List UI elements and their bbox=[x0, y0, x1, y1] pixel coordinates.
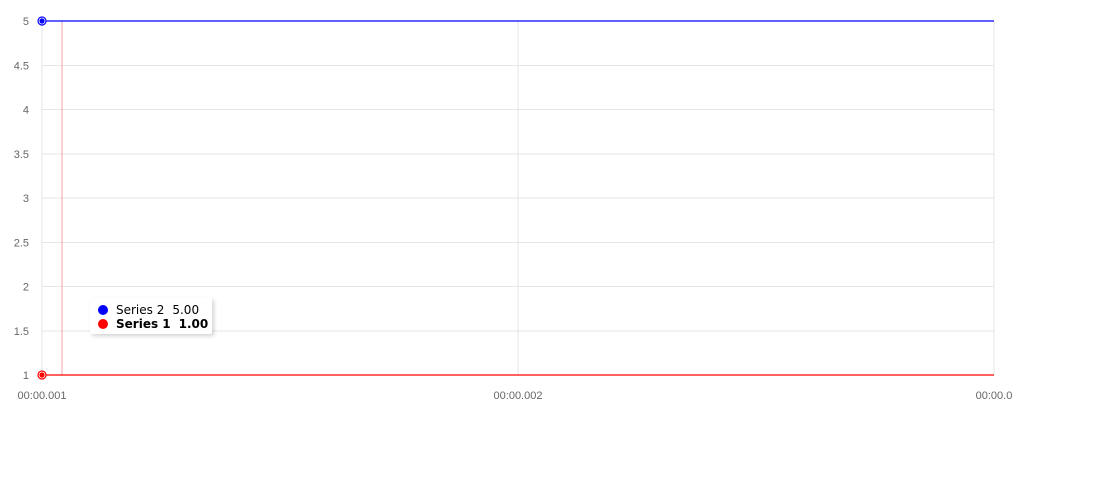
y-tick-label: 3 bbox=[23, 193, 29, 205]
y-tick-label: 1 bbox=[23, 370, 29, 382]
series-2-marker-icon bbox=[98, 305, 108, 315]
tooltip-series-name: Series 2 bbox=[116, 303, 165, 317]
y-tick-label: 2.5 bbox=[14, 237, 29, 249]
x-tick-label: 00:00.001 bbox=[18, 390, 67, 402]
y-tick-label: 4 bbox=[23, 105, 29, 117]
series-2-hover-point bbox=[39, 18, 45, 24]
y-tick-label: 5 bbox=[23, 16, 29, 28]
y-tick-label: 1.5 bbox=[14, 326, 29, 338]
tooltip-series-name: Series 1 bbox=[116, 317, 171, 331]
x-tick-label: 00:00.0 bbox=[976, 390, 1013, 402]
y-tick-label: 3.5 bbox=[14, 149, 29, 161]
tooltip-row-series-1: Series 1 1.00 bbox=[98, 317, 208, 331]
series-1-marker-icon bbox=[98, 319, 108, 329]
series-1-hover-point bbox=[39, 372, 45, 378]
y-tick-label: 2 bbox=[23, 282, 29, 294]
y-tick-label: 4.5 bbox=[14, 60, 29, 72]
tooltip-series-value: 1.00 bbox=[178, 317, 209, 331]
tooltip-series-value: 5.00 bbox=[172, 303, 200, 317]
tooltip-row-series-2: Series 2 5.00 bbox=[98, 303, 199, 317]
tooltip: Series 2 5.00 Series 1 1.00 bbox=[90, 298, 212, 334]
x-tick-label: 00:00.002 bbox=[494, 390, 543, 402]
